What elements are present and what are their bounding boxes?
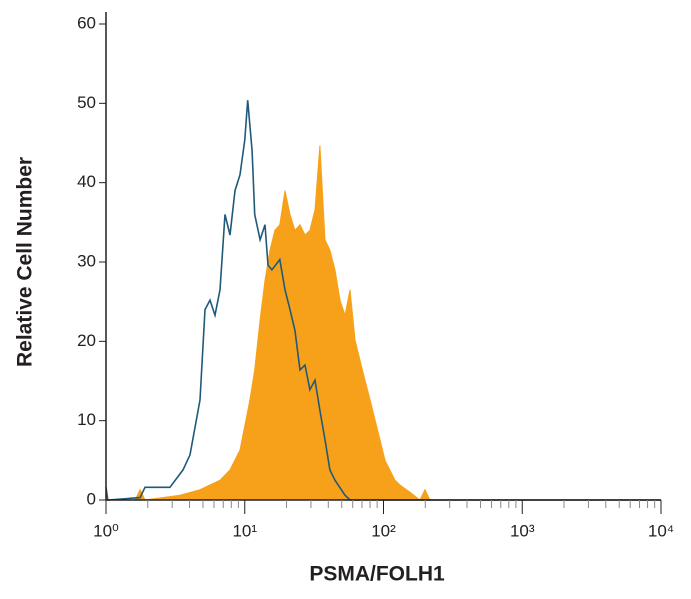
x-tick-label: 10³ xyxy=(510,521,535,540)
x-tick-label: 10² xyxy=(371,521,396,540)
x-tick-label: 10¹ xyxy=(232,521,257,540)
y-tick-label: 20 xyxy=(77,331,96,350)
histogram-outline xyxy=(105,100,661,501)
y-tick-label: 0 xyxy=(87,489,96,508)
x-tick-label: 10⁰ xyxy=(93,521,119,540)
y-axis-title: Relative Cell Number xyxy=(14,157,37,367)
y-tick-label: 30 xyxy=(77,251,96,270)
x-axis-title: PSMA/FOLH1 xyxy=(309,563,445,586)
x-tick-label: 10⁴ xyxy=(648,521,674,540)
histogram-area xyxy=(106,145,661,501)
y-tick-label: 50 xyxy=(77,93,96,112)
y-tick-label: 60 xyxy=(77,13,96,32)
y-tick-label: 40 xyxy=(77,172,96,191)
y-tick-label: 10 xyxy=(77,410,96,429)
